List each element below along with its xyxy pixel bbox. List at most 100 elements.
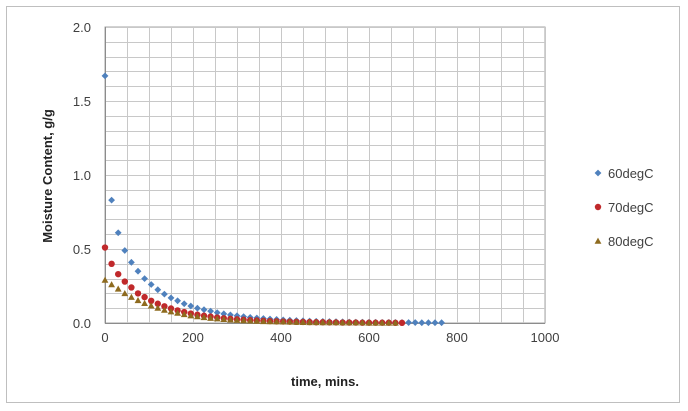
data-point-60degC [200, 306, 208, 314]
data-point-80degC [194, 313, 201, 320]
legend-label-80degC: 80degC [608, 234, 654, 249]
data-point-80degC [286, 318, 294, 325]
y-tick-label: 0.0 [73, 316, 91, 331]
data-point-80degC [365, 319, 373, 326]
x-tick-label: 400 [270, 330, 292, 345]
data-point-80degC [332, 319, 340, 326]
data-point-80degC [233, 316, 241, 323]
data-point-80degC [246, 317, 254, 324]
data-points [101, 72, 445, 327]
y-axis-title: Moisture Content, g/g [40, 109, 55, 243]
data-point-80degC [345, 319, 353, 326]
data-point-60degC [207, 307, 214, 315]
data-point-80degC [378, 319, 386, 326]
data-point-80degC [279, 318, 287, 325]
data-point-80degC [312, 319, 320, 326]
series-80degC [101, 276, 399, 326]
data-point-60degC [187, 302, 195, 310]
data-point-80degC [141, 299, 148, 307]
data-point-80degC [167, 308, 175, 315]
data-point-70degC [128, 284, 135, 291]
data-point-70degC [141, 293, 148, 301]
data-point-60degC [425, 319, 432, 327]
data-point-60degC [141, 275, 148, 282]
x-axis-title: time, mins. [291, 374, 359, 389]
x-tick-label: 800 [446, 330, 468, 345]
legend-marker-70degC [594, 203, 602, 211]
legend: 60degC 70degC 80degC [594, 166, 654, 249]
data-point-80degC [293, 318, 300, 325]
data-point-60degC [147, 281, 155, 288]
data-point-60degC [128, 258, 135, 266]
data-point-80degC [147, 302, 155, 309]
legend-label-60degC: 60degC [608, 166, 654, 181]
data-point-60degC [134, 267, 142, 275]
data-point-70degC [115, 270, 122, 278]
data-point-80degC [352, 319, 360, 326]
data-point-80degC [200, 313, 208, 321]
data-point-80degC [187, 312, 195, 319]
data-point-60degC [167, 294, 175, 302]
legend-item-70degC: 70degC [594, 200, 654, 215]
legend-marker-60degC [594, 169, 602, 177]
data-point-60degC [431, 319, 439, 327]
data-point-60degC [405, 319, 412, 326]
y-tick-label: 0.5 [73, 242, 91, 257]
data-point-80degC [266, 318, 274, 325]
data-point-60degC [220, 310, 228, 318]
data-point-80degC [108, 281, 115, 288]
y-tick-label: 2.0 [73, 20, 91, 35]
y-tick-label: 1.5 [73, 94, 91, 109]
data-point-80degC [372, 319, 379, 326]
data-point-80degC [121, 290, 129, 297]
data-point-70degC [121, 278, 128, 285]
x-tick-label: 0 [101, 330, 108, 345]
data-point-70degC [154, 300, 161, 307]
data-point-60degC [108, 196, 115, 204]
axes: 0 200 400 600 800 1000 0.0 0.5 1.0 1.5 2.0 [73, 20, 560, 345]
data-point-80degC [128, 293, 135, 300]
data-point-70degC [134, 290, 142, 297]
data-point-80degC [319, 319, 327, 326]
data-point-60degC [161, 290, 168, 298]
legend-item-80degC: 80degC [594, 234, 654, 249]
data-point-80degC [392, 319, 399, 326]
data-point-80degC [161, 306, 168, 313]
data-point-80degC [326, 319, 333, 326]
legend-item-60degC: 60degC [594, 166, 654, 181]
data-point-80degC [385, 319, 393, 326]
data-point-70degC [161, 303, 168, 310]
x-tick-label: 600 [358, 330, 380, 345]
data-point-80degC [306, 319, 313, 326]
y-tick-label: 1.0 [73, 168, 91, 183]
data-point-80degC [260, 317, 267, 325]
data-point-80degC [240, 317, 247, 324]
data-point-80degC [220, 315, 228, 323]
data-point-60degC [411, 319, 419, 326]
data-point-80degC [213, 315, 221, 322]
data-point-80degC [273, 318, 280, 325]
data-point-60degC [114, 229, 122, 237]
x-tick-label: 1000 [531, 330, 560, 345]
data-point-80degC [101, 276, 109, 283]
data-point-70degC [101, 244, 109, 251]
data-point-80degC [227, 316, 234, 323]
data-point-80degC [180, 311, 188, 318]
data-point-70degC [108, 260, 115, 267]
data-point-80degC [134, 296, 142, 304]
data-point-60degC [174, 297, 181, 305]
data-point-80degC [114, 285, 122, 292]
data-point-60degC [180, 300, 188, 308]
data-point-70degC [398, 319, 406, 327]
data-point-80degC [207, 314, 214, 321]
data-point-80degC [154, 304, 162, 311]
legend-label-70degC: 70degC [608, 200, 654, 215]
data-point-80degC [253, 317, 261, 324]
x-tick-label: 200 [182, 330, 204, 345]
data-point-60degC [418, 319, 426, 327]
data-point-60degC [194, 304, 201, 312]
data-point-80degC [339, 319, 346, 326]
data-point-70degC [148, 297, 155, 304]
data-point-80degC [174, 309, 181, 316]
